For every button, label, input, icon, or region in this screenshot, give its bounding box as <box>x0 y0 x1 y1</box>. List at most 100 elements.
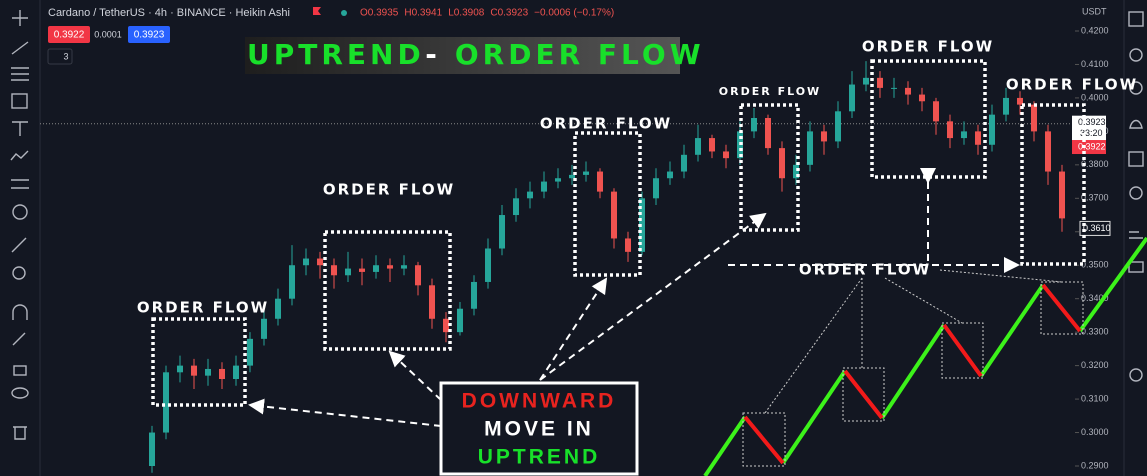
candle-body <box>933 101 939 122</box>
chat-button[interactable] <box>1128 261 1144 273</box>
up-leg <box>703 236 1147 476</box>
candle-body <box>485 248 491 282</box>
order-flow-box <box>739 103 800 232</box>
right-toolbar <box>1128 11 1144 382</box>
notifications-button[interactable] <box>1129 368 1143 382</box>
candle-body <box>149 432 155 466</box>
buy-button[interactable] <box>128 26 170 43</box>
candle-body <box>695 138 701 155</box>
candle-body <box>723 151 729 159</box>
callout-line: DOWNWARD <box>462 390 617 413</box>
candle-body <box>807 131 813 165</box>
alerts-button[interactable] <box>1129 48 1143 62</box>
order-flow-label: ORDER FLOW <box>137 299 269 317</box>
candle-body <box>345 268 351 276</box>
calendar-button[interactable] <box>1128 151 1144 167</box>
last-price-tag <box>1072 115 1106 142</box>
candle-body <box>443 318 449 333</box>
watchlist-button[interactable] <box>1128 11 1144 27</box>
lock-tool[interactable] <box>13 365 27 376</box>
candle-body <box>331 265 337 276</box>
streams-button[interactable] <box>1129 231 1143 239</box>
candle-body <box>359 268 365 272</box>
ideas-button[interactable] <box>1129 186 1143 200</box>
candle-body <box>765 118 771 149</box>
stay-drawing-tool[interactable] <box>12 332 26 346</box>
crosshair-tool[interactable] <box>12 10 28 26</box>
candle-body <box>863 77 869 85</box>
y-tick-label: 0.3200 <box>1081 360 1109 370</box>
candle-body <box>233 365 239 379</box>
last-price-label: 0.3923 <box>1078 117 1106 127</box>
indicator-count[interactable]: 3 <box>63 51 68 61</box>
flag[interactable] <box>313 7 321 15</box>
candle-body <box>1031 104 1037 132</box>
ohlc-value: C0.3923 <box>490 8 528 19</box>
candle-body <box>1003 97 1009 115</box>
emoji-tool[interactable] <box>12 204 28 220</box>
candle-body <box>919 94 925 102</box>
magnet-tool[interactable] <box>12 304 28 320</box>
candle-body <box>597 171 603 192</box>
y-tick-label: 0.2900 <box>1081 460 1109 470</box>
sell-price[interactable]: 0.3922 <box>54 30 85 41</box>
down-leg <box>743 283 1082 465</box>
bid-price-tag <box>1072 140 1106 155</box>
market-status <box>341 10 347 16</box>
candle-body <box>1059 171 1065 219</box>
candle-body <box>667 171 673 179</box>
measure-tool[interactable] <box>11 237 27 253</box>
header: Cardano / TetherUS · 4h · BINANCE · Heik… <box>47 6 1107 65</box>
order-flow-box <box>870 59 987 179</box>
delete-tool[interactable] <box>13 426 27 440</box>
trendline-tool[interactable] <box>11 41 29 55</box>
pullback-box <box>1040 281 1084 335</box>
price-chart: 0.42000.41000.40000.39000.38000.37000.36… <box>40 25 1111 473</box>
spread: 0.0001 <box>94 29 122 39</box>
candle-body <box>905 87 911 95</box>
data-window-button[interactable] <box>1129 81 1143 95</box>
candle-body <box>219 368 225 379</box>
y-tick-label: 0.3800 <box>1081 159 1109 169</box>
pattern-tool[interactable] <box>10 150 29 161</box>
candle-body <box>457 308 463 333</box>
candle-body <box>471 281 477 309</box>
candle-body <box>303 258 309 266</box>
sell-button[interactable] <box>48 26 90 43</box>
y-tick-label: 0.4000 <box>1081 92 1109 102</box>
candle-body <box>751 118 757 132</box>
callout-line: UPTREND <box>478 446 601 469</box>
order-flow-label: ORDER FLOW <box>862 38 994 56</box>
candle-body <box>975 131 981 145</box>
candle-body <box>961 131 967 139</box>
candle-body <box>989 114 995 145</box>
order-flow-label: ORDER FLOW <box>719 85 821 98</box>
candle-body <box>261 318 267 339</box>
shape-tool[interactable] <box>11 93 28 109</box>
candle-body <box>191 365 197 376</box>
ohlc-value: −0.0006 (−0.17%) <box>534 8 614 19</box>
hotlist-button[interactable] <box>1129 119 1143 129</box>
arrow <box>539 212 767 381</box>
buy-price[interactable]: 0.3923 <box>134 30 165 41</box>
candle-body <box>1017 97 1023 105</box>
hide-tool[interactable] <box>11 387 29 399</box>
candle-body <box>947 121 953 139</box>
order-flow-label: ORDER FLOW <box>799 261 931 279</box>
y-tick-label: 0.3100 <box>1081 393 1109 403</box>
candle-body <box>793 164 799 179</box>
prediction-tool[interactable] <box>11 179 29 189</box>
arrow <box>248 398 442 427</box>
arrow <box>539 277 608 381</box>
y-tick-label: 0.3400 <box>1081 293 1109 303</box>
fib-tool[interactable] <box>11 67 29 81</box>
title-banner <box>245 37 680 74</box>
text-tool[interactable] <box>12 121 28 136</box>
zoom-tool[interactable] <box>12 266 26 280</box>
order-flow-box <box>151 317 247 407</box>
symbol-info[interactable]: Cardano / TetherUS · 4h · BINANCE · Heik… <box>48 7 290 19</box>
candle-body <box>653 178 659 199</box>
candle-body <box>583 171 589 175</box>
indicators-toggle[interactable] <box>47 48 73 65</box>
currency[interactable]: USDT <box>1082 6 1107 16</box>
